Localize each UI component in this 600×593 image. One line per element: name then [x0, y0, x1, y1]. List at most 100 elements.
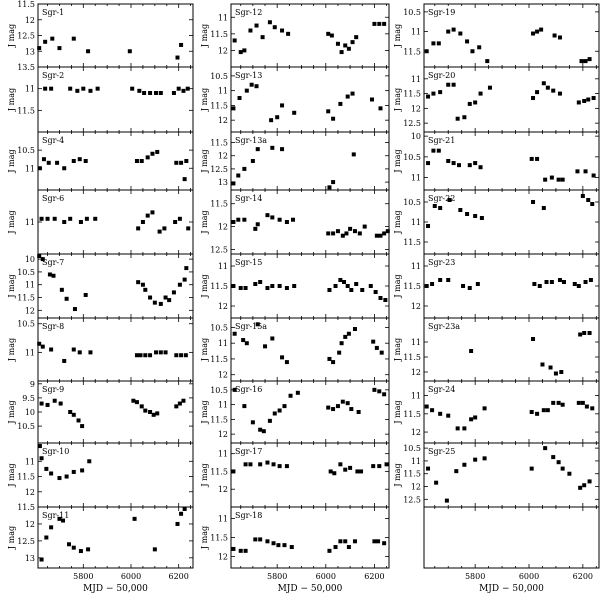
data-point [177, 216, 182, 221]
y-axis-label: J mag [7, 463, 16, 487]
data-point [548, 365, 553, 370]
data-point [179, 353, 184, 358]
panel-sgr-2: 11 11.5 Sgr-2 J mag [7, 66, 194, 133]
data-point [148, 353, 153, 358]
data-point [138, 353, 143, 358]
data-point [431, 148, 436, 153]
data-point [248, 462, 253, 467]
data-point [582, 331, 587, 335]
data-point [152, 300, 157, 305]
data-point [458, 31, 463, 36]
data-point [342, 280, 347, 284]
y-tick-label: 12 [218, 46, 228, 55]
y-tick-label: 11.5 [210, 200, 228, 209]
data-point [424, 49, 429, 54]
data-point [559, 370, 564, 374]
data-point [145, 213, 150, 218]
data-point [576, 284, 581, 288]
data-point [579, 59, 584, 64]
data-point [576, 100, 581, 105]
panel-label: Sgr-17 [235, 447, 262, 456]
data-point [37, 166, 42, 171]
data-point [587, 479, 592, 484]
data-point [255, 322, 260, 327]
data-point [171, 91, 176, 95]
data-point [78, 549, 83, 554]
data-point [265, 539, 270, 544]
data-point [438, 411, 443, 416]
data-point [331, 116, 336, 121]
data-point [181, 398, 186, 403]
data-point [354, 282, 359, 286]
data-point [163, 350, 168, 355]
data-point [333, 284, 338, 288]
data-point [591, 173, 596, 178]
data-point [145, 155, 150, 160]
y-tick-label: 11.5 [403, 353, 421, 362]
data-point [575, 169, 580, 174]
y-tick-label: 11.5 [210, 534, 228, 543]
data-point [238, 50, 243, 55]
data-point [553, 371, 558, 376]
data-point [140, 220, 145, 224]
y-tick-label: 11 [411, 28, 421, 37]
data-point [426, 466, 431, 471]
x-axis-label: MJD − 50,000 [278, 584, 343, 593]
y-tick-label: 11.5 [210, 282, 228, 291]
data-point [184, 159, 189, 163]
data-point [270, 145, 275, 150]
data-point [469, 417, 474, 422]
data-point [455, 426, 460, 431]
data-point [572, 282, 577, 286]
data-point [529, 156, 534, 161]
data-point [328, 469, 333, 474]
data-point [284, 464, 289, 469]
y-tick-label: 11 [218, 87, 228, 96]
y-axis-label: J mag [393, 149, 402, 173]
data-point [231, 181, 236, 186]
data-point [473, 214, 478, 218]
data-point [446, 82, 451, 87]
data-point [339, 50, 344, 55]
x-axis-label: MJD − 50,000 [479, 584, 544, 593]
data-point [531, 96, 536, 101]
data-point [465, 212, 470, 216]
data-point [284, 360, 289, 365]
data-point [535, 156, 540, 161]
panel-sgr-8: 10.5 11 Sgr-8 J mag [7, 317, 194, 382]
y-tick-label: 12 [218, 371, 228, 380]
data-point [64, 296, 69, 301]
data-point [41, 157, 46, 162]
panel-label: Sgr-1 [42, 8, 64, 17]
data-point [143, 287, 148, 292]
data-point [438, 206, 443, 210]
y-tick-label: 11.5 [17, 0, 35, 9]
data-point [348, 465, 353, 470]
y-axis-label: J mag [7, 338, 16, 362]
y-tick-label: 11.5 [17, 503, 35, 512]
data-point [350, 40, 355, 45]
data-point [232, 331, 237, 336]
panel-sgr-14: 11.5 12 12.5 Sgr-14 J mag [200, 189, 390, 255]
data-point [62, 166, 67, 171]
data-point [71, 545, 76, 550]
data-point [272, 411, 277, 416]
data-point [173, 220, 178, 224]
y-tick-label: 11.5 [403, 47, 421, 56]
y-tick-label: 11.5 [210, 101, 228, 110]
data-point [142, 91, 147, 95]
data-point [340, 233, 345, 238]
data-point [580, 194, 585, 198]
data-point [430, 282, 435, 286]
data-point [292, 284, 297, 288]
data-point [236, 173, 241, 178]
data-point [335, 229, 340, 234]
y-tick-label: 10.5 [17, 268, 35, 277]
data-point [158, 301, 163, 306]
panel-label: Sgr-22 [428, 194, 455, 203]
data-point [560, 177, 565, 182]
data-point [541, 408, 546, 413]
data-point [326, 231, 331, 236]
data-point [182, 507, 187, 511]
data-point [237, 96, 242, 101]
